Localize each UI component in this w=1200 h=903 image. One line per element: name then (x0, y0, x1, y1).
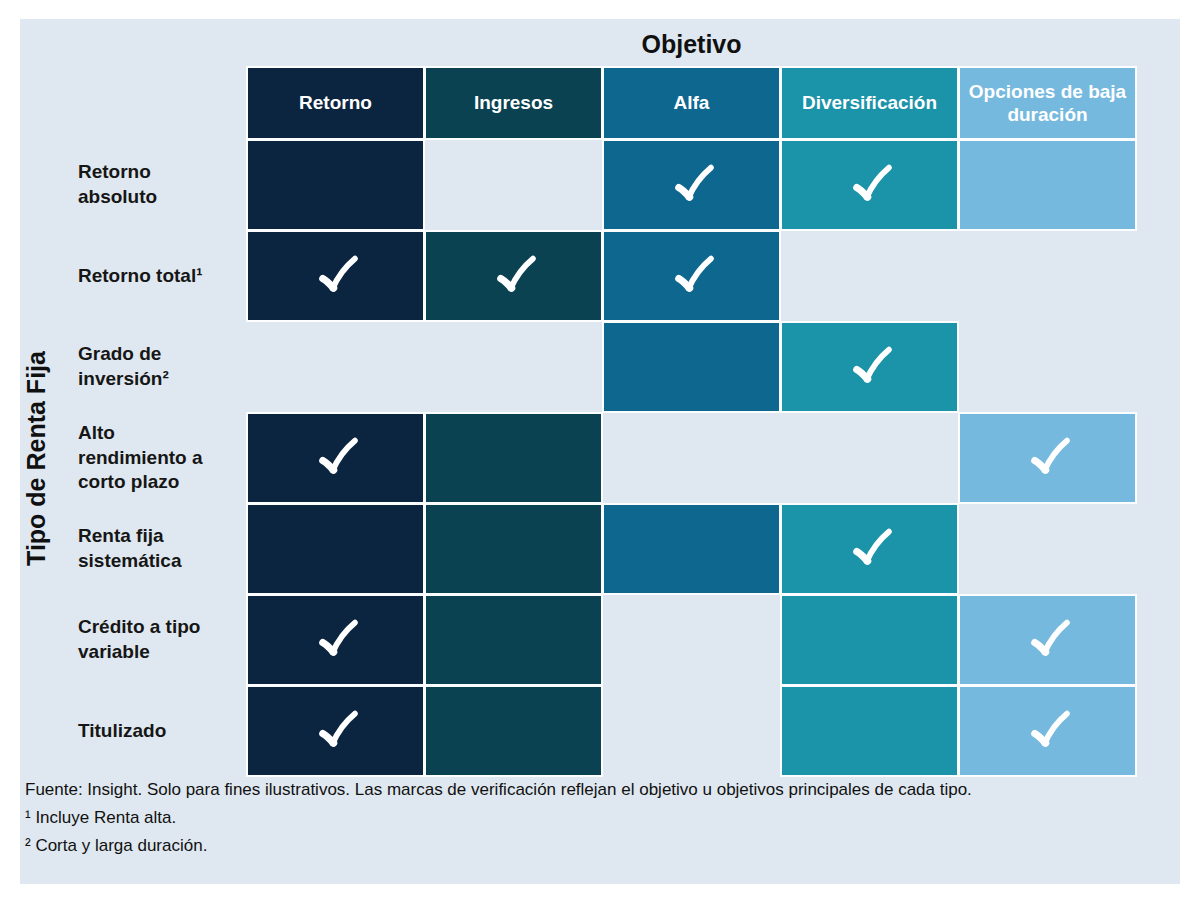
check-icon (1024, 437, 1072, 479)
matrix-cell (782, 505, 957, 593)
check-icon (312, 255, 360, 297)
matrix-cell-empty (960, 232, 1135, 320)
check-icon (668, 255, 716, 297)
row-label-1: Retorno total¹ (78, 232, 245, 320)
matrix-cell (426, 232, 601, 320)
row-label-4: Renta fija sistemática (78, 505, 245, 593)
matrix-cell (604, 232, 779, 320)
matrix-cell (248, 596, 423, 684)
matrix-cell (960, 141, 1135, 229)
matrix-cell (248, 141, 423, 229)
check-icon (312, 437, 360, 479)
chart-title: Objetivo (248, 30, 1135, 59)
matrix-cell-empty (426, 323, 601, 411)
matrix-cell-empty (604, 414, 779, 502)
row-label-0: Retorno absoluto (78, 141, 245, 229)
row-label-5: Crédito a tipo variable (78, 596, 245, 684)
matrix-cell-empty (604, 596, 779, 684)
check-icon (846, 528, 894, 570)
matrix-cell-empty (960, 505, 1135, 593)
matrix-cell (782, 687, 957, 775)
matrix-cell-empty (604, 687, 779, 775)
matrix-cell-empty (960, 323, 1135, 411)
y-axis-label: Tipo de Renta Fija (10, 141, 62, 775)
matrix-cell (248, 687, 423, 775)
check-icon (312, 710, 360, 752)
matrix-cell-empty (782, 232, 957, 320)
matrix-cell (248, 414, 423, 502)
matrix-cell (960, 414, 1135, 502)
row-label-3: Alto rendimiento a corto plazo (78, 414, 245, 502)
check-icon (490, 255, 538, 297)
footnote-1: ¹ Incluye Renta alta. (25, 804, 972, 832)
check-icon (1024, 710, 1072, 752)
matrix-cell (604, 323, 779, 411)
footnote-source: Fuente: Insight. Solo para fines ilustra… (25, 776, 972, 804)
matrix-cell (426, 596, 601, 684)
check-icon (1024, 619, 1072, 661)
check-icon (846, 346, 894, 388)
matrix-cell-empty (782, 414, 957, 502)
matrix-cell (782, 323, 957, 411)
matrix-cell (604, 141, 779, 229)
matrix-cell (426, 414, 601, 502)
matrix-cell-empty (248, 323, 423, 411)
matrix-grid: RetornoIngresosAlfaDiversificaciónOpcion… (78, 68, 1135, 775)
matrix-cell (248, 232, 423, 320)
footnote-2: ² Corta y larga duración. (25, 832, 972, 860)
check-icon (668, 164, 716, 206)
matrix-cell (960, 596, 1135, 684)
grid-corner-spacer (78, 68, 245, 138)
matrix-cell (248, 505, 423, 593)
column-header-3: Diversificación (782, 68, 957, 138)
matrix-cell (426, 687, 601, 775)
footnote-block: Fuente: Insight. Solo para fines ilustra… (25, 776, 972, 860)
column-header-4: Opciones de baja duración (960, 68, 1135, 138)
matrix-cell (782, 596, 957, 684)
matrix-cell (782, 141, 957, 229)
column-header-0: Retorno (248, 68, 423, 138)
check-icon (846, 164, 894, 206)
row-label-2: Grado de inversión² (78, 323, 245, 411)
check-icon (312, 619, 360, 661)
matrix-cell (426, 505, 601, 593)
matrix-cell-empty (426, 141, 601, 229)
column-header-2: Alfa (604, 68, 779, 138)
matrix-cell (604, 505, 779, 593)
column-header-1: Ingresos (426, 68, 601, 138)
row-label-6: Titulizado (78, 687, 245, 775)
matrix-cell (960, 687, 1135, 775)
